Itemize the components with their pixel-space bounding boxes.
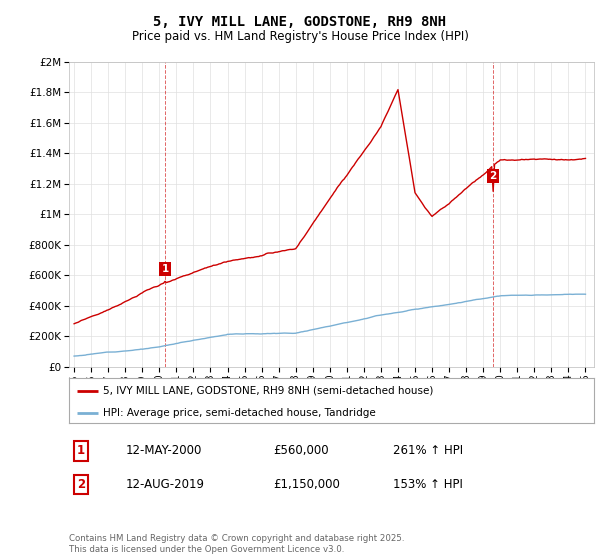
Text: 5, IVY MILL LANE, GODSTONE, RH9 8NH: 5, IVY MILL LANE, GODSTONE, RH9 8NH xyxy=(154,15,446,29)
Text: 153% ↑ HPI: 153% ↑ HPI xyxy=(393,478,463,491)
Text: 2: 2 xyxy=(490,171,497,181)
Text: 1: 1 xyxy=(161,264,169,274)
Text: Contains HM Land Registry data © Crown copyright and database right 2025.
This d: Contains HM Land Registry data © Crown c… xyxy=(69,534,404,554)
Text: HPI: Average price, semi-detached house, Tandridge: HPI: Average price, semi-detached house,… xyxy=(103,408,376,418)
Text: 12-MAY-2000: 12-MAY-2000 xyxy=(126,444,202,458)
Text: £560,000: £560,000 xyxy=(273,444,329,458)
Text: 12-AUG-2019: 12-AUG-2019 xyxy=(126,478,205,491)
Text: £1,150,000: £1,150,000 xyxy=(273,478,340,491)
Text: 5, IVY MILL LANE, GODSTONE, RH9 8NH (semi-detached house): 5, IVY MILL LANE, GODSTONE, RH9 8NH (sem… xyxy=(103,385,433,395)
Text: 261% ↑ HPI: 261% ↑ HPI xyxy=(393,444,463,458)
Text: 2: 2 xyxy=(77,478,85,491)
Text: Price paid vs. HM Land Registry's House Price Index (HPI): Price paid vs. HM Land Registry's House … xyxy=(131,30,469,43)
Text: 1: 1 xyxy=(77,444,85,458)
